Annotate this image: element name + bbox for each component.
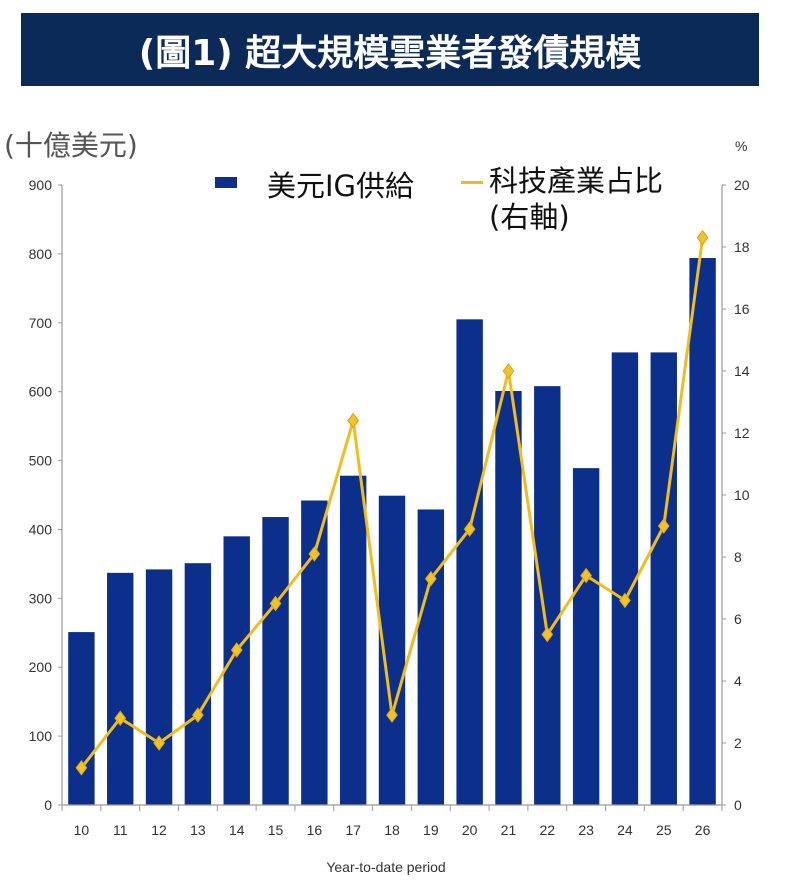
right-tick-label: 18 [734,239,750,255]
right-tick-label: 10 [734,487,750,503]
x-tick-label: 22 [540,822,556,838]
legend-bar-swatch [215,177,237,188]
x-tick-label: 26 [695,822,711,838]
line-point-19 [424,570,437,587]
line-point-13 [192,707,204,723]
bar-12 [145,569,173,805]
left-tick-label: 300 [29,590,53,606]
bar-21 [495,390,522,805]
bar-25 [650,352,677,805]
left-tick-label: 100 [29,728,53,744]
x-tick-label: 21 [501,822,517,838]
right-tick-label: 12 [734,425,750,441]
right-tick-label: 0 [734,797,742,813]
line-point-25 [657,518,670,534]
x-tick-label: 25 [656,822,672,838]
legend-line-suffix: (右軸) [489,200,570,234]
right-tick-label: 4 [734,673,742,689]
left-tick-label: 500 [29,453,53,469]
line-point-12 [153,735,165,751]
bar-10 [68,632,95,805]
bar-14 [223,536,250,805]
left-tick-label: 0 [44,797,52,813]
line-point-26 [696,229,709,246]
x-tick-label: 13 [190,822,206,838]
title-banner: (圖1) 超大規模雲業者發債規模 [21,13,759,86]
left-tick-label: 900 [29,177,53,193]
line-point-21 [502,363,515,379]
left-tick-label: 600 [29,384,53,400]
right-tick-label: 20 [734,177,750,193]
right-tick-label: 2 [734,735,742,751]
x-tick-label: 20 [462,822,478,838]
right-tick-label: 8 [734,549,742,565]
x-tick-label: 18 [384,822,400,838]
legend-line-swatch [461,181,483,184]
bar-22 [534,386,561,805]
bar-20 [456,319,483,805]
bar-17 [339,475,367,805]
legend-line-label: 科技產業占比 (右軸) [489,163,663,235]
right-tick-label: 14 [734,363,750,379]
right-tick-label: 16 [734,301,750,317]
x-tick-label: 15 [268,822,284,838]
x-tick-label: 24 [617,822,633,838]
bar-15 [262,517,289,805]
line-point-10 [75,759,88,776]
line-point-17 [347,412,360,429]
bar-13 [184,563,212,805]
legend-line-name: 科技產業占比 [489,164,664,198]
bar-24 [611,352,639,805]
left-axis-unit: (十億美元) [4,129,138,162]
line-point-11 [114,710,127,727]
legend-bar-label: 美元IG供給 [267,169,415,203]
x-tick-label: 12 [151,822,167,838]
bar-23 [572,468,600,805]
bar-19 [417,509,445,805]
left-tick-label: 400 [29,521,53,537]
line-point-20 [463,521,476,537]
left-tick-label: 200 [29,659,53,675]
x-tick-label: 19 [423,822,439,838]
line-point-18 [386,707,398,723]
x-tick-label: 17 [345,822,361,838]
left-tick-label: 700 [29,315,53,331]
right-axis-unit: % [735,138,748,154]
bar-11 [107,572,134,805]
line-point-15 [269,595,282,612]
right-tick-label: 6 [734,611,742,627]
line-point-24 [619,592,631,609]
x-axis-title: Year-to-date period [326,859,445,875]
x-tick-label: 16 [307,822,323,838]
left-tick-label: 800 [29,246,53,262]
line-point-14 [230,642,243,658]
chart-title: (圖1) 超大規模雲業者發債規模 [138,32,642,74]
line-point-23 [580,567,592,584]
bar-26 [689,258,716,805]
line-point-22 [541,626,554,643]
x-tick-label: 11 [113,822,128,838]
x-tick-label: 14 [229,822,245,838]
line-point-16 [308,546,321,562]
x-tick-label: 10 [74,822,90,838]
x-tick-label: 23 [578,822,594,838]
